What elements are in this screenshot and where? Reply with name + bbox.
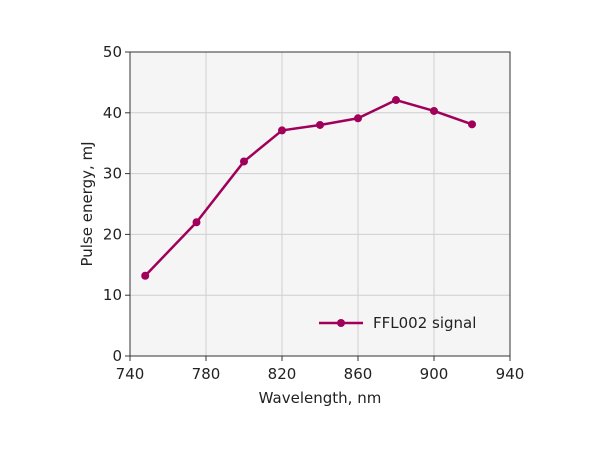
y-tick-label: 20 <box>103 225 122 243</box>
series-layer <box>141 96 476 280</box>
data-point <box>430 106 438 115</box>
x-tick-label: 820 <box>268 365 297 383</box>
y-axis-label: Pulse energy, mJ <box>78 141 96 266</box>
plot-area <box>130 52 510 356</box>
x-tick-label: 900 <box>420 365 449 383</box>
x-tick-label: 740 <box>116 365 145 383</box>
grid-lines <box>130 52 510 356</box>
legend: FFL002 signal <box>319 314 476 332</box>
x-tick-label: 940 <box>496 365 525 383</box>
y-axis-ticks: 0 10 20 30 40 50 <box>103 43 130 365</box>
x-axis-ticks: 740 780 820 860 900 940 <box>116 356 525 383</box>
y-tick-label: 10 <box>103 286 122 304</box>
legend-swatch-marker <box>337 319 345 327</box>
legend-label: FFL002 signal <box>373 314 476 332</box>
data-point <box>278 126 286 135</box>
y-tick-label: 0 <box>112 347 122 365</box>
data-point <box>316 120 324 129</box>
data-point <box>468 120 476 129</box>
data-point <box>192 218 201 227</box>
x-tick-label: 860 <box>344 365 373 383</box>
data-point <box>392 96 400 105</box>
data-point <box>354 114 362 123</box>
y-tick-label: 40 <box>103 104 122 122</box>
y-tick-label: 30 <box>103 165 122 183</box>
data-point <box>141 271 150 280</box>
y-tick-label: 50 <box>103 43 122 61</box>
plot-frame <box>129 51 511 357</box>
data-point <box>240 157 248 166</box>
x-tick-label: 780 <box>192 365 221 383</box>
x-axis-label: Wavelength, nm <box>259 389 382 407</box>
